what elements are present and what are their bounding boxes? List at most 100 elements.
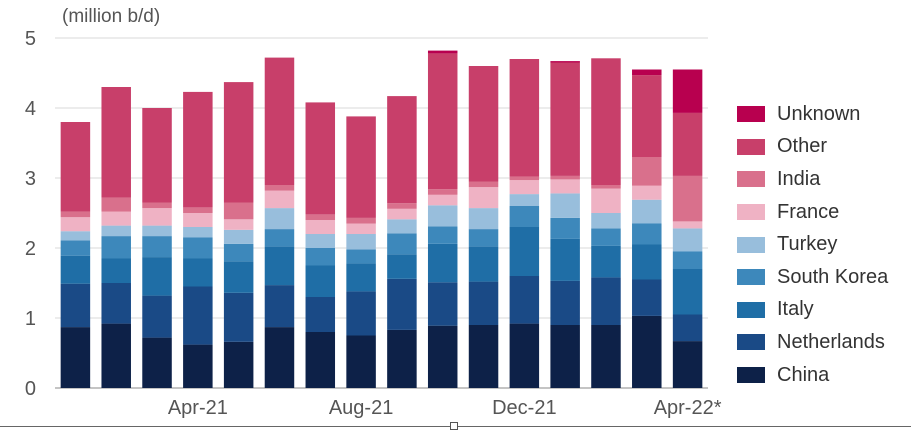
bar-segment: [672, 112, 703, 176]
bar-segment: [305, 248, 336, 266]
bar-segment: [305, 265, 336, 297]
bar-segment: [387, 233, 417, 255]
bar-segment: [632, 157, 662, 186]
bar-segment: [468, 229, 499, 247]
bar-segment: [60, 240, 91, 256]
legend-label: Italy: [777, 298, 814, 321]
bar-segment: [468, 66, 499, 182]
legend-swatch: [737, 334, 765, 351]
bar-segment: [101, 197, 131, 212]
legend-swatch: [737, 301, 765, 318]
bars: [60, 50, 703, 388]
y-axis-unit-label: (million b/d): [62, 6, 161, 27]
bar-segment: [142, 236, 172, 258]
bar-segment: [387, 96, 417, 204]
bar-segment: [346, 263, 376, 292]
bar-segment: [223, 219, 254, 230]
bar-segment: [142, 257, 172, 296]
bar-segment: [305, 102, 336, 215]
x-tick-label: Dec-21: [492, 397, 556, 419]
bar-segment: [672, 251, 703, 269]
bar-segment: [264, 185, 295, 191]
legend-swatch: [737, 106, 765, 123]
legend-label: Other: [777, 135, 828, 158]
bar-segment: [346, 249, 376, 264]
bar-segment: [183, 227, 213, 238]
bar-segment: [509, 59, 540, 177]
bar-segment: [101, 225, 131, 237]
bar-segment: [468, 246, 499, 282]
y-tick-label: 0: [25, 378, 36, 400]
bar-segment: [550, 280, 580, 325]
bar-segment: [264, 229, 295, 247]
bar-segment: [468, 325, 499, 388]
y-tick-label: 2: [25, 238, 36, 260]
legend-label: Turkey: [777, 233, 838, 256]
bar-segment: [142, 225, 172, 237]
bar-segment: [632, 279, 662, 316]
bar-segment: [142, 337, 172, 388]
bar-segment: [632, 223, 662, 245]
bar-segment: [60, 327, 91, 388]
legend-label: India: [777, 167, 821, 190]
bar-segment: [101, 258, 131, 283]
bar-segment: [264, 208, 295, 230]
bar-segment: [346, 116, 376, 218]
y-tick-label: 4: [25, 98, 36, 120]
x-axis: Apr-21 Aug-21 Dec-21 Apr-22*: [168, 397, 722, 419]
y-tick-label: 3: [25, 168, 36, 190]
legend-item: France: [737, 196, 888, 229]
y-tick-label: 5: [25, 28, 36, 50]
bar-segment: [60, 231, 91, 241]
bar-segment: [427, 205, 458, 227]
bar-segment: [632, 244, 662, 280]
bar-segment: [468, 281, 499, 325]
bar-segment: [550, 61, 580, 63]
bar-segment: [509, 227, 540, 276]
bar-segment: [387, 208, 417, 220]
x-tick-label: Aug-21: [329, 397, 394, 419]
legend-item: Turkey: [737, 228, 888, 261]
legend-item: Unknown: [737, 98, 888, 131]
bar-segment: [183, 91, 213, 208]
bar-segment: [468, 181, 499, 188]
legend-label: Unknown: [777, 102, 861, 125]
bar-segment: [509, 194, 540, 206]
resize-handle[interactable]: [450, 422, 458, 430]
bar-segment: [223, 261, 254, 293]
bar-segment: [305, 234, 336, 248]
bar-segment: [60, 122, 91, 212]
bar-segment: [427, 189, 458, 195]
bar-segment: [101, 283, 131, 324]
bar-segment: [427, 226, 458, 244]
bar-segment: [264, 57, 295, 185]
legend-label: South Korea: [777, 265, 889, 288]
bar-segment: [591, 245, 621, 278]
bar-segment: [305, 332, 336, 388]
bar-segment: [672, 175, 703, 222]
bar-segment: [550, 179, 580, 194]
bar-segment: [427, 282, 458, 326]
bar-segment: [632, 69, 662, 76]
bar-segment: [672, 221, 703, 229]
legend-item: India: [737, 163, 888, 196]
bar-segment: [60, 211, 91, 218]
bar-segment: [346, 217, 376, 224]
bar-segment: [550, 193, 580, 218]
bar-segment: [468, 208, 499, 230]
y-axis: 0 1 2 3 4 5: [25, 28, 36, 400]
bar-segment: [672, 228, 703, 252]
bar-segment: [387, 219, 417, 234]
bar-segment: [672, 314, 703, 342]
bar-segment: [427, 50, 458, 54]
bar-segment: [632, 315, 662, 388]
bar-segment: [550, 217, 580, 239]
bar-segment: [346, 223, 376, 234]
bar-segment: [183, 286, 213, 345]
legend-swatch: [737, 269, 765, 286]
legend-swatch: [737, 171, 765, 188]
bar-segment: [632, 185, 662, 200]
y-tick-label: 1: [25, 308, 36, 330]
bar-segment: [509, 276, 540, 324]
